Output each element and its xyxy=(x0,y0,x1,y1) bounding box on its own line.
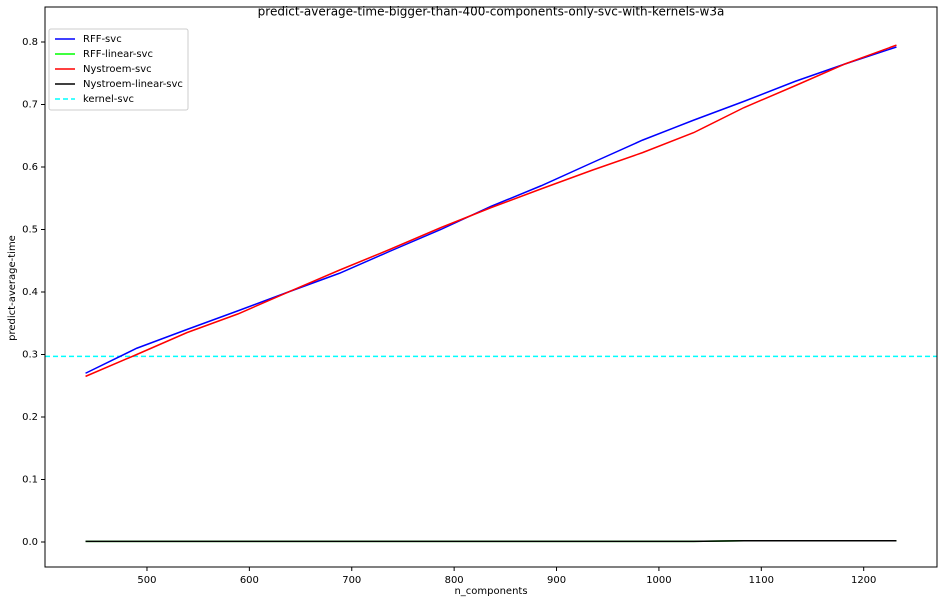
x-tick-label: 600 xyxy=(240,575,259,586)
x-tick-label: 1100 xyxy=(749,575,774,586)
y-tick-label: 0.1 xyxy=(22,475,38,486)
y-tick-label: 0.0 xyxy=(22,537,38,548)
axes-frame xyxy=(44,6,938,568)
legend-box xyxy=(48,28,189,111)
x-tick-label: 900 xyxy=(547,575,566,586)
series-line xyxy=(85,46,897,374)
y-tick-label: 0.5 xyxy=(22,225,38,236)
x-tick-label: 1000 xyxy=(646,575,671,586)
x-tick-label: 800 xyxy=(445,575,464,586)
y-tick-label: 0.8 xyxy=(22,37,38,48)
x-tick-label: 1200 xyxy=(851,575,876,586)
legend-label: kernel-svc xyxy=(83,94,134,105)
series-line xyxy=(85,44,897,378)
y-tick-label: 0.3 xyxy=(22,350,38,361)
y-tick-label: 0.2 xyxy=(22,412,38,423)
y-tick-label: 0.6 xyxy=(22,162,38,173)
x-tick-label: 500 xyxy=(137,575,156,586)
x-axis-label: n_components xyxy=(454,586,527,597)
legend-label: Nystroem-svc xyxy=(83,64,152,75)
y-axis-label: predict-average-time xyxy=(7,235,18,341)
legend-label: Nystroem-linear-svc xyxy=(83,79,183,90)
legend-label: RFF-linear-svc xyxy=(83,49,153,60)
y-tick-label: 0.4 xyxy=(22,287,38,298)
legend-label: RFF-svc xyxy=(83,34,122,45)
y-tick-label: 0.7 xyxy=(22,100,38,111)
series-line xyxy=(85,540,897,543)
x-tick-label: 700 xyxy=(342,575,361,586)
chart-title: predict-average-time-bigger-than-400-com… xyxy=(258,5,725,19)
